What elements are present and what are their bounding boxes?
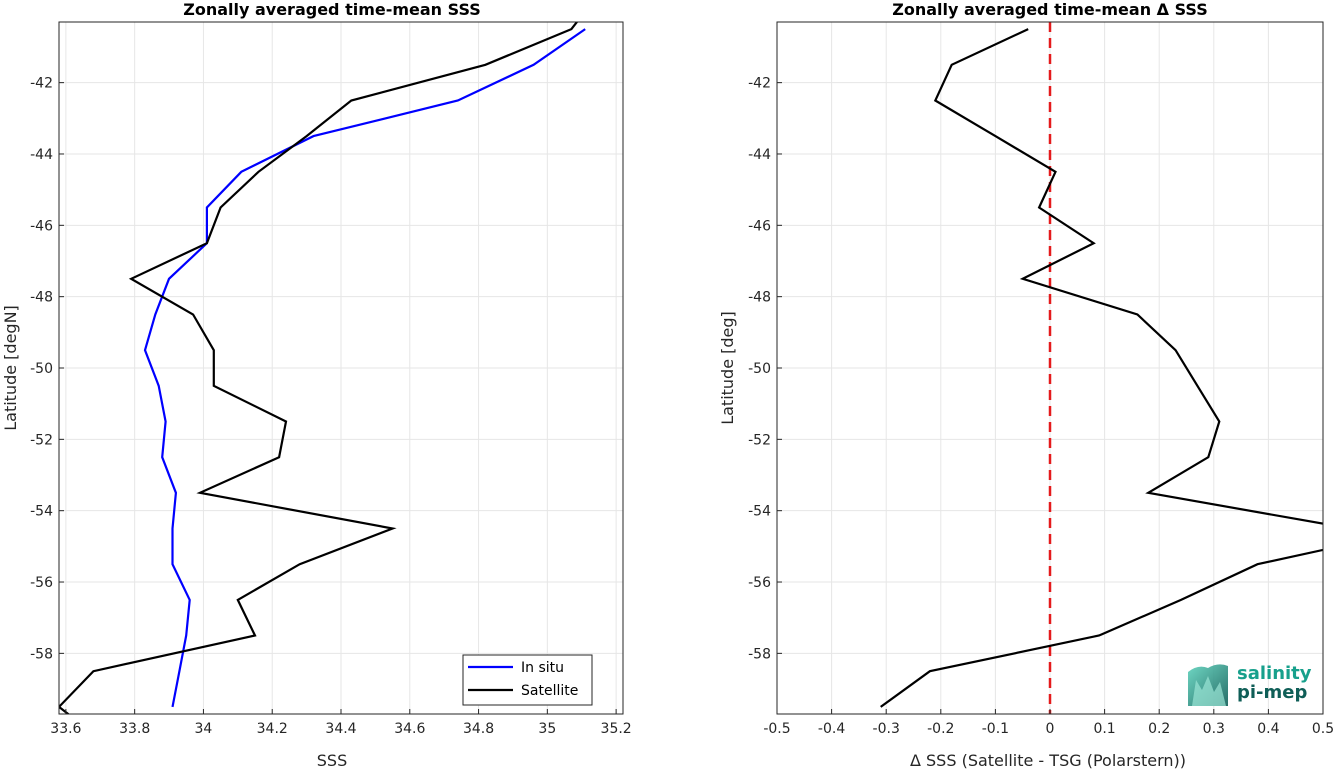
legend: In situ Satellite (462, 654, 593, 706)
right-y-tick-label: -56 (748, 575, 771, 591)
right-y-tick-label: -42 (748, 76, 771, 92)
legend-box (462, 654, 593, 706)
right-x-tick-label: 0 (1046, 721, 1055, 737)
left-x-tick-label: 34.8 (463, 721, 494, 737)
left-y-tick-label: -58 (30, 646, 53, 662)
right-x-tick-label: -0.5 (763, 721, 790, 737)
right-y-tick-label: -58 (748, 646, 771, 662)
left-x-tick-label: 33.6 (50, 721, 81, 737)
left-x-axis-label: SSS (317, 751, 347, 769)
right-series-group (880, 22, 1323, 714)
left-series-line-satellite (59, 22, 579, 714)
left-y-tick-label: -50 (30, 361, 53, 377)
right-x-tick-label: -0.1 (982, 721, 1009, 737)
left-grid (59, 22, 623, 714)
right-ticks: -0.5 -0.4 -0.3 -0.2 -0.1 0 0.1 0.2 0.3 0.4 0.5 -42 -… (748, 76, 1334, 737)
right-y-tick-label: -48 (748, 290, 771, 306)
logo-text-pi-mep: pi-mep (1237, 682, 1307, 703)
right-y-axis-label: Latitude [deg] (718, 311, 737, 425)
right-y-tick-label: -46 (748, 218, 771, 234)
right-x-tick-label: 0.4 (1257, 721, 1279, 737)
right-x-tick-label: -0.3 (873, 721, 900, 737)
right-x-tick-label: 0.5 (1312, 721, 1334, 737)
left-x-tick-label: 34.4 (325, 721, 356, 737)
right-series-line-delta (880, 28, 1323, 708)
left-y-tick-label: -54 (30, 504, 53, 520)
right-x-tick-label: 0.1 (1093, 721, 1115, 737)
right-x-axis-label: Δ SSS (Satellite - TSG (Polarstern)) (910, 751, 1186, 769)
left-y-tick-label: -48 (30, 290, 53, 306)
right-chart-title: Zonally averaged time-mean Δ SSS (892, 0, 1208, 19)
right-chart: -0.5 -0.4 -0.3 -0.2 -0.1 0 0.1 0.2 0.3 0.4 0.5 -42 -… (718, 0, 1334, 769)
logo-peaks-icon (1192, 676, 1226, 706)
right-y-tick-label: -50 (748, 361, 771, 377)
legend-label-satellite: Satellite (521, 683, 578, 699)
right-y-tick-label: -52 (748, 432, 771, 448)
right-y-tick-label: -54 (748, 504, 771, 520)
right-x-tick-label: -0.2 (927, 721, 954, 737)
left-x-tick-label: 34 (195, 721, 213, 737)
left-x-tick-label: 34.2 (257, 721, 288, 737)
left-x-tick-label: 33.8 (119, 721, 150, 737)
left-chart-title: Zonally averaged time-mean SSS (183, 0, 481, 19)
left-x-tick-label: 35 (538, 721, 556, 737)
left-y-tick-label: -52 (30, 432, 53, 448)
right-y-tick-label: -44 (748, 147, 771, 163)
left-y-axis-label: Latitude [degN] (1, 305, 20, 431)
left-series-line-in-situ (143, 28, 586, 708)
logo-text-salinity: salinity (1237, 663, 1312, 684)
left-y-tick-label: -42 (30, 76, 53, 92)
salinity-logo: salinity pi-mep (1188, 663, 1312, 706)
left-series-group (59, 22, 586, 714)
left-x-tick-label: 35.2 (601, 721, 632, 737)
left-y-tick-label: -44 (30, 147, 53, 163)
left-x-tick-label: 34.6 (394, 721, 425, 737)
left-y-tick-label: -56 (30, 575, 53, 591)
left-ticks: 33.6 33.8 34 34.2 34.4 34.6 34.8 35 35.2 -42 -44 -4… (30, 76, 632, 737)
right-x-tick-label: 0.3 (1203, 721, 1225, 737)
left-chart: 33.6 33.8 34 34.2 34.4 34.6 34.8 35 35.2 -42 -44 -4… (1, 0, 632, 769)
legend-label-in-situ: In situ (521, 660, 564, 676)
left-y-tick-label: -46 (30, 218, 53, 234)
right-x-tick-label: -0.4 (818, 721, 845, 737)
right-x-tick-label: 0.2 (1148, 721, 1170, 737)
